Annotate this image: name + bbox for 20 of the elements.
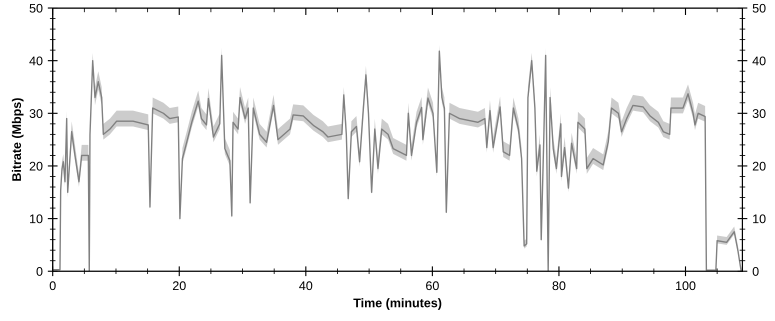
y2-tick-label: 50 — [752, 4, 766, 13]
y2-tick-label: 10 — [753, 214, 766, 224]
x-tick-label: 20 — [172, 281, 186, 290]
y2-tick-label: 20 — [752, 162, 766, 171]
x-tick-label: 80 — [552, 281, 566, 290]
y2-tick-label: 0 — [752, 267, 759, 276]
x-tick-label: 0 — [50, 281, 56, 290]
x-axis-title: Time (minutes) — [353, 298, 442, 310]
x-tick-label: 60 — [426, 281, 439, 290]
y-tick-label: 30 — [30, 109, 42, 118]
y-tick-label: 20 — [30, 162, 42, 171]
y-tick-label: 50 — [30, 4, 42, 13]
y-axis-title: Bitrate (Mbps) — [12, 98, 24, 181]
y-tick-label: 10 — [30, 214, 42, 224]
y2-tick-label: 40 — [752, 56, 766, 66]
x-tick-label: 100 — [676, 281, 696, 290]
x-tick-label: 40 — [299, 281, 312, 290]
y-tick-label: 0 — [36, 267, 42, 276]
y2-tick-label: 30 — [752, 109, 766, 118]
y-tick-label: 40 — [29, 56, 42, 66]
